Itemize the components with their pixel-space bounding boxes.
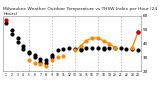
Text: Milwaukee Weather Outdoor Temperature vs THSW Index per Hour (24 Hours): Milwaukee Weather Outdoor Temperature vs… [3, 7, 157, 16]
